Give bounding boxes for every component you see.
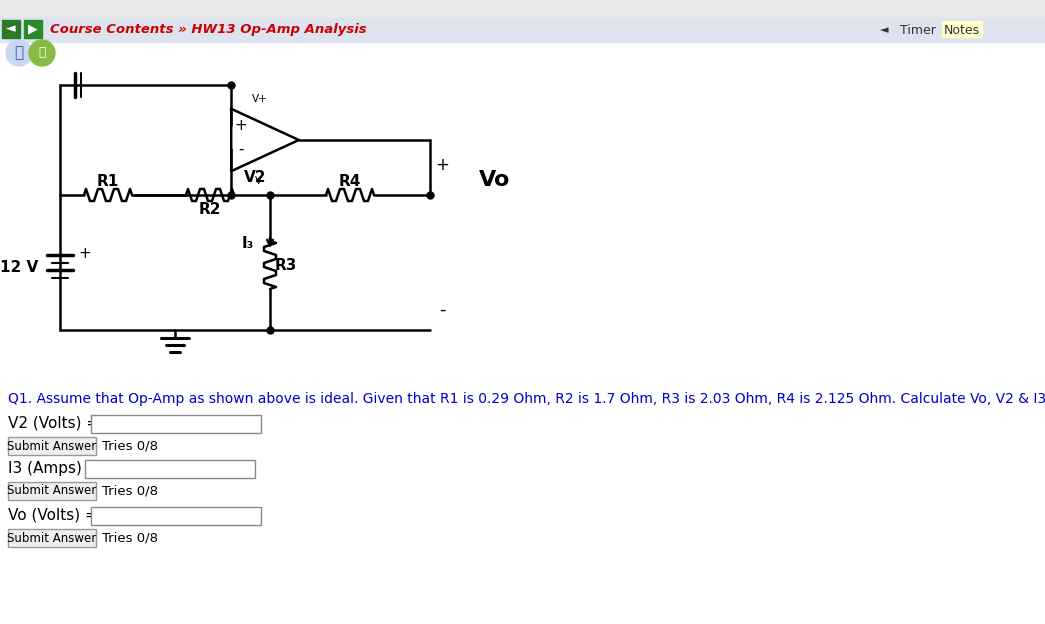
Text: R2: R2	[199, 202, 222, 217]
Text: I₃: I₃	[241, 235, 254, 250]
Text: Q1. Assume that Op-Amp as shown above is ideal. Given that R1 is 0.29 Ohm, R2 is: Q1. Assume that Op-Amp as shown above is…	[8, 392, 1045, 406]
Text: Submit Answer: Submit Answer	[7, 532, 96, 545]
Bar	[24, 20, 42, 38]
Text: +: +	[435, 156, 449, 174]
Text: Timer: Timer	[900, 24, 936, 36]
Text: ⓘ: ⓘ	[15, 46, 24, 61]
Text: ◄: ◄	[880, 25, 888, 35]
Text: Tries 0/8: Tries 0/8	[102, 532, 158, 545]
Bar	[85, 460, 255, 478]
Bar	[942, 21, 982, 37]
Text: R4: R4	[339, 173, 362, 188]
Bar	[91, 415, 261, 433]
Text: Course Contents » HW13 Op-Amp Analysis: Course Contents » HW13 Op-Amp Analysis	[50, 24, 367, 36]
Bar	[91, 507, 261, 525]
Text: 👍: 👍	[39, 47, 46, 59]
Text: ▶: ▶	[28, 22, 38, 36]
Bar	[0, 0, 1045, 18]
Bar	[8, 529, 96, 547]
Text: Vo (Volts) =: Vo (Volts) =	[8, 507, 98, 522]
Text: V2 (Volts) =: V2 (Volts) =	[8, 416, 99, 431]
Circle shape	[6, 40, 32, 66]
Bar	[8, 437, 96, 455]
Bar	[8, 482, 96, 500]
Text: Vo: Vo	[480, 170, 511, 190]
Text: Notes: Notes	[944, 24, 980, 36]
Text: V-: V-	[255, 176, 265, 186]
Text: +: +	[78, 245, 91, 260]
Text: R1: R1	[97, 173, 119, 188]
Text: Tries 0/8: Tries 0/8	[102, 484, 158, 497]
Text: -: -	[439, 301, 445, 319]
Text: I3 (Amps) =: I3 (Amps) =	[8, 461, 99, 475]
Text: Tries 0/8: Tries 0/8	[102, 439, 158, 452]
Text: ◄: ◄	[6, 22, 16, 36]
Bar	[0, 18, 1045, 42]
Text: -: -	[238, 142, 243, 157]
Text: V2: V2	[243, 170, 266, 185]
Text: R3: R3	[275, 258, 297, 273]
Text: +: +	[235, 118, 248, 133]
Text: Submit Answer: Submit Answer	[7, 484, 96, 497]
Circle shape	[29, 40, 55, 66]
Text: 12 V: 12 V	[0, 260, 38, 275]
Text: Submit Answer: Submit Answer	[7, 439, 96, 452]
Text: V+: V+	[252, 94, 268, 104]
Bar	[2, 20, 20, 38]
